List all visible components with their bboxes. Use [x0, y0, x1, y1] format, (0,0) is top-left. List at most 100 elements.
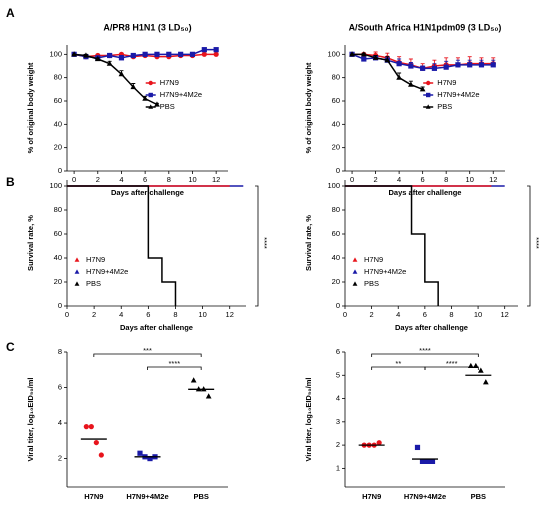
legend-label: PBS	[437, 102, 452, 111]
chart-title: A/South Africa H1N1pdm09 (3 LD₅₀)	[349, 22, 502, 32]
legend-marker	[426, 80, 431, 86]
x-tick-label: 4	[396, 310, 400, 319]
legend-marker	[74, 269, 80, 274]
significance-label: ****	[532, 237, 541, 249]
marker	[349, 51, 355, 57]
survival-line	[345, 185, 439, 306]
marker	[431, 65, 438, 71]
y-axis-label: % of original body weight	[304, 62, 313, 153]
x-tick-label: PBS	[471, 492, 486, 501]
x-tick-label: 6	[423, 310, 427, 319]
panel-label: C	[6, 340, 15, 354]
marker	[83, 424, 89, 430]
marker	[205, 393, 212, 399]
x-tick-label: 8	[444, 175, 448, 184]
marker	[396, 74, 402, 80]
legend-marker	[352, 269, 358, 274]
y-tick-label: 0	[336, 301, 340, 310]
y-tick-label: 60	[54, 96, 62, 105]
marker	[213, 51, 219, 57]
significance-label: ****	[260, 237, 269, 249]
x-tick-label: 6	[146, 310, 150, 319]
legend-marker	[74, 281, 80, 286]
comparison-label: ****	[419, 346, 431, 355]
marker	[424, 458, 431, 464]
marker	[94, 55, 101, 62]
marker	[455, 62, 461, 68]
x-tick-label: PBS	[193, 492, 208, 501]
marker	[443, 64, 449, 70]
x-tick-label: 4	[397, 175, 401, 184]
y-tick-label: 0	[336, 166, 340, 175]
y-tick-label: 20	[54, 143, 62, 152]
y-tick-label: 2	[336, 440, 340, 449]
panel-label: B	[6, 175, 15, 189]
x-tick-label: 10	[188, 175, 196, 184]
significance-bracket	[527, 185, 531, 307]
marker	[384, 57, 391, 63]
marker	[372, 54, 379, 60]
legend-label: H7N9	[437, 78, 456, 87]
legend-marker	[426, 92, 431, 98]
legend-label: H7N9	[86, 255, 105, 264]
marker	[376, 440, 382, 446]
legend-marker	[74, 257, 80, 262]
chart-title: A/PR8 H1N1 (3 LD₅₀)	[103, 22, 191, 32]
legend-label: H7N9+4M2e	[364, 267, 406, 276]
y-axis-label: % of original body weight	[26, 62, 35, 153]
x-tick-label: 2	[370, 310, 374, 319]
y-axis-label: Viral titer, log₁₀EID₅₀/ml	[26, 377, 35, 461]
y-tick-label: 20	[54, 277, 62, 286]
legend-label: PBS	[364, 279, 379, 288]
marker	[189, 51, 196, 57]
y-tick-label: 40	[332, 253, 340, 262]
marker	[178, 51, 184, 57]
legend-label: H7N9+4M2e	[160, 90, 202, 99]
comparison-label: ****	[446, 359, 458, 368]
x-tick-label: 12	[226, 310, 234, 319]
y-tick-label: 40	[54, 119, 62, 128]
y-tick-label: 4	[58, 418, 62, 427]
x-tick-label: 10	[474, 310, 482, 319]
legend-marker	[148, 104, 154, 109]
marker	[137, 450, 143, 456]
x-tick-label: 12	[212, 175, 220, 184]
y-tick-label: 8	[58, 347, 62, 356]
y-tick-label: 60	[54, 229, 62, 238]
marker	[130, 83, 137, 90]
x-tick-label: H7N9+4M2e	[404, 492, 446, 501]
x-tick-label: 2	[92, 310, 96, 319]
y-tick-label: 6	[336, 347, 340, 356]
y-tick-label: 80	[332, 205, 340, 214]
marker	[190, 377, 197, 383]
marker	[361, 56, 367, 62]
x-tick-label: 8	[449, 310, 453, 319]
y-tick-label: 80	[332, 73, 340, 82]
x-tick-label: H7N9	[362, 492, 381, 501]
marker	[201, 51, 207, 57]
y-tick-label: 60	[332, 96, 340, 105]
y-tick-label: 0	[58, 301, 62, 310]
y-tick-label: 100	[327, 49, 340, 58]
marker	[477, 367, 484, 373]
marker	[420, 65, 426, 71]
legend-marker	[352, 257, 358, 262]
legend-marker	[425, 104, 431, 109]
y-axis-label: Survival rate, %	[304, 215, 313, 271]
marker	[414, 444, 421, 451]
comparison-bracket	[424, 366, 479, 370]
x-tick-label: 0	[72, 175, 76, 184]
marker	[166, 51, 172, 57]
x-tick-label: 8	[173, 310, 177, 319]
panel-label: A	[6, 6, 15, 20]
comparison-label: ****	[168, 359, 180, 368]
y-tick-label: 80	[54, 73, 62, 82]
x-tick-label: 4	[119, 310, 123, 319]
y-tick-label: 20	[332, 143, 340, 152]
y-tick-label: 40	[332, 119, 340, 128]
x-tick-label: 10	[198, 310, 206, 319]
comparison-bracket	[93, 353, 202, 357]
marker	[154, 51, 160, 57]
marker	[107, 52, 113, 59]
